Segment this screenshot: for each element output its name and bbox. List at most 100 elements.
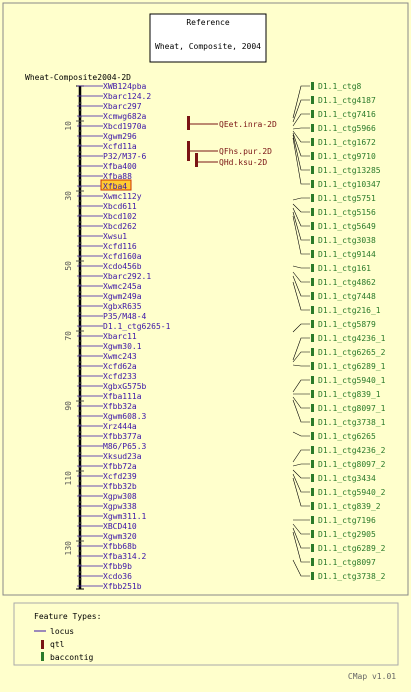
marker-label[interactable]: Xbcd102 [103, 212, 137, 221]
contig-bar[interactable] [311, 306, 314, 314]
contig-bar[interactable] [311, 404, 314, 412]
marker-label[interactable]: XgbxG575b [103, 382, 147, 391]
marker-label[interactable]: Xfbb68b [103, 542, 137, 551]
contig-label[interactable]: D1.1_ctg5966 [318, 124, 376, 133]
contig-bar[interactable] [311, 222, 314, 230]
contig-bar[interactable] [311, 348, 314, 356]
contig-bar[interactable] [311, 530, 314, 538]
contig-label[interactable]: D1.1_ctg6289_1 [318, 362, 386, 371]
qtl-bar-eet[interactable] [187, 116, 190, 130]
contig-label[interactable]: D1.1_ctg4862 [318, 278, 376, 287]
qtl-label-eet[interactable]: QEet.inra-2D [219, 120, 277, 129]
marker-label[interactable]: Xfba314.2 [103, 552, 147, 561]
marker-label[interactable]: Xbcd262 [103, 222, 137, 231]
contig-label[interactable]: D1.1_ctg6289_2 [318, 544, 386, 553]
contig-label[interactable]: D1.1_ctg6265_2 [318, 348, 386, 357]
contig-label[interactable]: D1.1_ctg3738_2 [318, 572, 386, 581]
contig-label[interactable]: D1.1_ctg5940_1 [318, 376, 386, 385]
marker-label[interactable]: Xbarc11 [103, 332, 137, 341]
marker-label[interactable]: Xgwm30.1 [103, 342, 142, 351]
contig-bar[interactable] [311, 432, 314, 440]
marker-label[interactable]: XgbxR635 [103, 302, 142, 311]
marker-label[interactable]: Xbarc292.1 [103, 272, 151, 281]
marker-label[interactable]: Xfba400 [103, 162, 137, 171]
marker-label[interactable]: Xcdo456b [103, 262, 142, 271]
contig-label[interactable]: D1.1_ctg8097_1 [318, 404, 386, 413]
marker-label[interactable]: D1.1_ctg6265-1 [103, 322, 171, 331]
marker-label[interactable]: Xksud23a [103, 452, 142, 461]
marker-label[interactable]: Xgwm311.1 [103, 512, 147, 521]
contig-bar[interactable] [311, 138, 314, 146]
contig-bar[interactable] [311, 390, 314, 398]
marker-label[interactable]: Xcfd11a [103, 142, 137, 151]
contig-label[interactable]: D1.1_ctg7196 [318, 516, 376, 525]
contig-label[interactable]: D1.1_ctg3038 [318, 236, 376, 245]
marker-label[interactable]: Xfba111a [103, 392, 142, 401]
contig-bar[interactable] [311, 460, 314, 468]
contig-label[interactable]: D1.1_ctg839_1 [318, 390, 381, 399]
qtl-label-hd[interactable]: QHd.ksu-2D [219, 158, 267, 167]
contig-bar[interactable] [311, 544, 314, 552]
contig-label[interactable]: D1.1_ctg9144 [318, 250, 376, 259]
marker-label[interactable]: Xfba4 [103, 182, 127, 191]
contig-bar[interactable] [311, 572, 314, 580]
marker-label[interactable]: Xbarc297 [103, 102, 142, 111]
marker-label[interactable]: Xwsu1 [103, 232, 127, 241]
marker-label[interactable]: P35/M48-4 [103, 312, 147, 321]
marker-label[interactable]: Xwmc112y [103, 192, 142, 201]
contig-label[interactable]: D1.1_ctg3434 [318, 474, 376, 483]
contig-label[interactable]: D1.1_ctg7448 [318, 292, 376, 301]
marker-label[interactable]: Xcfd116 [103, 242, 137, 251]
contig-bar[interactable] [311, 320, 314, 328]
marker-label[interactable]: Xfba88 [103, 172, 132, 181]
contig-label[interactable]: D1.1_ctg8 [318, 82, 362, 91]
contig-label[interactable]: D1.1_ctg5649 [318, 222, 376, 231]
contig-bar[interactable] [311, 334, 314, 342]
contig-bar[interactable] [311, 236, 314, 244]
contig-bar[interactable] [311, 82, 314, 90]
contig-bar[interactable] [311, 418, 314, 426]
contig-label[interactable]: D1.1_ctg5751 [318, 194, 376, 203]
contig-bar[interactable] [311, 166, 314, 174]
marker-label[interactable]: XWB124pba [103, 82, 147, 91]
contig-bar[interactable] [311, 516, 314, 524]
marker-label[interactable]: Xgwm296 [103, 132, 137, 141]
contig-bar[interactable] [311, 502, 314, 510]
qtl-bar-fhs[interactable] [187, 141, 190, 161]
contig-label[interactable]: D1.1_ctg6265 [318, 432, 376, 441]
marker-label[interactable]: Xcfd160a [103, 252, 142, 261]
contig-bar[interactable] [311, 446, 314, 454]
contig-bar[interactable] [311, 208, 314, 216]
contig-label[interactable]: D1.1_ctg5879 [318, 320, 376, 329]
marker-label[interactable]: Xwmc243 [103, 352, 137, 361]
marker-label[interactable]: Xbcd1970a [103, 122, 147, 131]
contig-bar[interactable] [311, 278, 314, 286]
contig-bar[interactable] [311, 152, 314, 160]
contig-label[interactable]: D1.1_ctg839_2 [318, 502, 381, 511]
contig-label[interactable]: D1.1_ctg4187 [318, 96, 376, 105]
contig-label[interactable]: D1.1_ctg8097_2 [318, 460, 386, 469]
contig-label[interactable]: D1.1_ctg5156 [318, 208, 376, 217]
qtl-bar-hd[interactable] [195, 153, 198, 167]
marker-label[interactable]: Xcdo36 [103, 572, 132, 581]
contig-bar[interactable] [311, 250, 314, 258]
marker-label[interactable]: Xfbb32a [103, 402, 137, 411]
contig-label[interactable]: D1.1_ctg10347 [318, 180, 381, 189]
contig-label[interactable]: D1.1_ctg7416 [318, 110, 376, 119]
contig-bar[interactable] [311, 124, 314, 132]
contig-bar[interactable] [311, 194, 314, 202]
contig-label[interactable]: D1.1_ctg9710 [318, 152, 376, 161]
marker-label[interactable]: M86/P65.3 [103, 442, 147, 451]
marker-label[interactable]: Xgpw338 [103, 502, 137, 511]
marker-label[interactable]: Xrz444a [103, 422, 137, 431]
marker-label[interactable]: Xbcd611 [103, 202, 137, 211]
marker-label[interactable]: Xcfd62a [103, 362, 137, 371]
contig-label[interactable]: D1.1_ctg1672 [318, 138, 376, 147]
contig-bar[interactable] [311, 362, 314, 370]
marker-label[interactable]: Xwmc245a [103, 282, 142, 291]
contig-bar[interactable] [311, 110, 314, 118]
marker-label[interactable]: Xgwm320 [103, 532, 137, 541]
contig-bar[interactable] [311, 474, 314, 482]
marker-label[interactable]: Xfbb251b [103, 582, 142, 591]
contig-label[interactable]: D1.1_ctg161 [318, 264, 371, 273]
